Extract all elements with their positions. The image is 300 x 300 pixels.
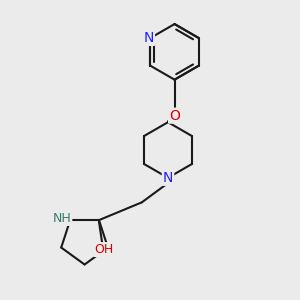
Text: NH: NH xyxy=(52,212,71,225)
Text: OH: OH xyxy=(94,243,113,256)
Text: N: N xyxy=(144,31,154,45)
Text: N: N xyxy=(163,171,173,185)
Text: O: O xyxy=(169,109,180,123)
